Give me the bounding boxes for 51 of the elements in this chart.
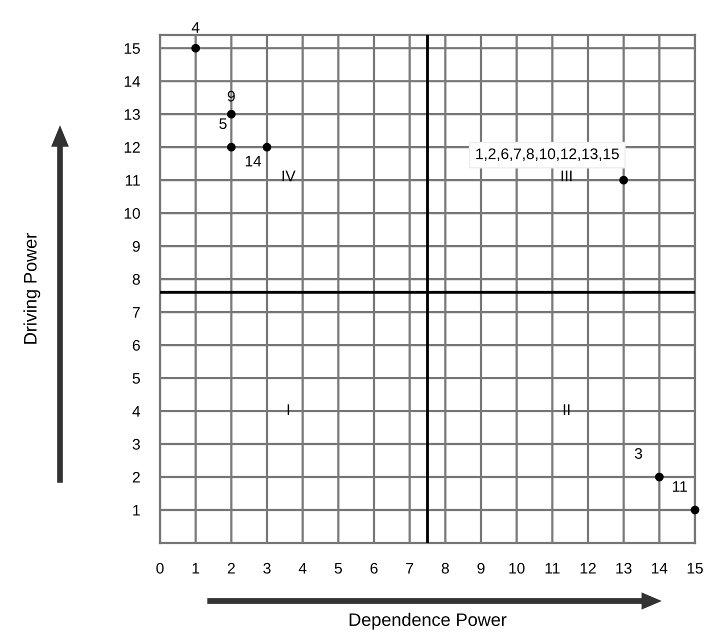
annotation: 5 bbox=[219, 118, 227, 130]
y-tick-label: 10 bbox=[124, 208, 140, 219]
x-tick-label: 1 bbox=[192, 563, 200, 574]
y-tick-label: 8 bbox=[132, 274, 140, 285]
annotation: 9 bbox=[228, 90, 235, 102]
annotation: 1,2,6,7,8,10,12,13,15 bbox=[476, 148, 619, 162]
y-tick-label: 3 bbox=[132, 438, 140, 450]
x-tick-label: 4 bbox=[298, 563, 306, 574]
x-tick-label: 6 bbox=[370, 562, 378, 574]
point bbox=[619, 176, 628, 185]
annotation: 11 bbox=[672, 481, 687, 492]
point bbox=[690, 506, 700, 514]
annotation: IV bbox=[282, 170, 296, 182]
y-axis-title: Driving Power bbox=[23, 233, 40, 344]
x-tick-label: 0 bbox=[156, 562, 164, 574]
y-tick-label: 4 bbox=[132, 406, 140, 417]
annotation: I bbox=[288, 404, 290, 415]
x-tick-label: 14 bbox=[652, 563, 668, 574]
annotation: 14 bbox=[246, 156, 262, 166]
point bbox=[191, 44, 200, 53]
x-tick-label: 10 bbox=[509, 562, 525, 574]
annotation: II bbox=[564, 404, 570, 415]
point bbox=[262, 142, 272, 152]
y-tick-label: 14 bbox=[124, 76, 140, 87]
x-tick-label: 5 bbox=[334, 563, 342, 574]
y-tick-label: 15 bbox=[124, 43, 140, 54]
y-tick-label: 12 bbox=[124, 142, 140, 153]
x-tick-label: 12 bbox=[580, 562, 596, 574]
y-tick-label: 2 bbox=[132, 472, 140, 483]
x-tick-label: 2 bbox=[228, 562, 235, 574]
y-tick-label: 1 bbox=[133, 505, 140, 516]
x-tick-label: 7 bbox=[406, 563, 414, 574]
y-tick-label: 7 bbox=[132, 307, 140, 318]
point bbox=[654, 472, 664, 482]
y-tick-label: 5 bbox=[132, 373, 140, 384]
x-tick-label: 8 bbox=[442, 562, 449, 574]
x-tick-label: 15 bbox=[688, 563, 703, 574]
x-axis-title: Dependence Power bbox=[350, 612, 507, 630]
annotation: 3 bbox=[634, 448, 642, 459]
y-tick-label: 13 bbox=[124, 109, 140, 120]
y-tick-label: 9 bbox=[132, 240, 140, 252]
point bbox=[226, 110, 236, 119]
x-tick-label: 13 bbox=[616, 562, 632, 574]
x-tick-label: 3 bbox=[263, 562, 271, 574]
y-tick-label: 6 bbox=[132, 340, 140, 351]
x-tick-label: 11 bbox=[546, 563, 560, 574]
annotation: III bbox=[562, 170, 572, 182]
x-tick-label: 9 bbox=[477, 562, 485, 574]
annotation: 4 bbox=[192, 22, 200, 33]
y-tick-label: 11 bbox=[126, 175, 140, 186]
point bbox=[226, 142, 236, 152]
